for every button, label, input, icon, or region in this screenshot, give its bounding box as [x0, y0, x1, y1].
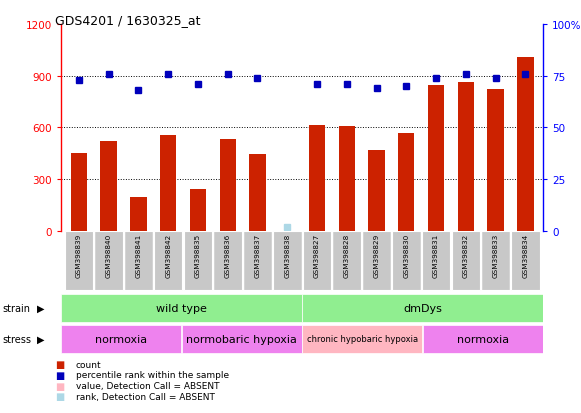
Text: percentile rank within the sample: percentile rank within the sample: [76, 370, 229, 380]
FancyBboxPatch shape: [451, 232, 480, 291]
Bar: [71, 154, 87, 231]
Text: GSM398840: GSM398840: [106, 233, 112, 277]
Bar: [309, 126, 325, 231]
FancyBboxPatch shape: [273, 232, 302, 291]
FancyBboxPatch shape: [213, 232, 242, 291]
Text: strain: strain: [3, 303, 31, 313]
Text: GSM398832: GSM398832: [463, 233, 469, 277]
Bar: [517, 57, 533, 231]
Text: ▶: ▶: [37, 334, 44, 344]
Text: normoxia: normoxia: [95, 334, 148, 344]
FancyBboxPatch shape: [423, 325, 543, 353]
Text: GSM398834: GSM398834: [522, 233, 528, 277]
Bar: [220, 139, 236, 231]
Bar: [101, 142, 117, 231]
FancyBboxPatch shape: [154, 232, 182, 291]
Bar: [160, 136, 177, 231]
Text: GSM398831: GSM398831: [433, 233, 439, 277]
Text: GSM398838: GSM398838: [284, 233, 290, 277]
Bar: [249, 155, 266, 231]
Bar: [428, 86, 444, 231]
FancyBboxPatch shape: [303, 232, 331, 291]
Text: dmDys: dmDys: [403, 303, 442, 313]
Text: GSM398836: GSM398836: [225, 233, 231, 277]
FancyBboxPatch shape: [303, 294, 543, 322]
Text: GSM398827: GSM398827: [314, 233, 320, 277]
Text: ■: ■: [55, 359, 64, 369]
FancyBboxPatch shape: [332, 232, 361, 291]
Text: ■: ■: [55, 392, 64, 401]
FancyBboxPatch shape: [511, 232, 540, 291]
FancyBboxPatch shape: [243, 232, 272, 291]
Bar: [130, 198, 146, 231]
Text: GSM398839: GSM398839: [76, 233, 82, 277]
FancyBboxPatch shape: [422, 232, 450, 291]
Text: GSM398833: GSM398833: [493, 233, 498, 277]
Text: GSM398837: GSM398837: [254, 233, 260, 277]
FancyBboxPatch shape: [62, 325, 181, 353]
Text: chronic hypobaric hypoxia: chronic hypobaric hypoxia: [307, 335, 418, 344]
Bar: [190, 189, 206, 231]
Bar: [398, 134, 414, 231]
Bar: [368, 150, 385, 231]
Text: count: count: [76, 360, 101, 369]
FancyBboxPatch shape: [94, 232, 123, 291]
Text: ■: ■: [55, 381, 64, 391]
Text: GSM398829: GSM398829: [374, 233, 379, 277]
FancyBboxPatch shape: [392, 232, 421, 291]
Text: stress: stress: [3, 334, 32, 344]
Text: GSM398830: GSM398830: [403, 233, 409, 277]
FancyBboxPatch shape: [64, 232, 93, 291]
Bar: [487, 90, 504, 231]
FancyBboxPatch shape: [182, 325, 302, 353]
Text: normoxia: normoxia: [457, 334, 509, 344]
Text: rank, Detection Call = ABSENT: rank, Detection Call = ABSENT: [76, 392, 214, 401]
FancyBboxPatch shape: [303, 325, 422, 353]
Text: ■: ■: [55, 370, 64, 380]
Text: GSM398828: GSM398828: [344, 233, 350, 277]
Bar: [339, 127, 355, 231]
FancyBboxPatch shape: [124, 232, 153, 291]
FancyBboxPatch shape: [481, 232, 510, 291]
Bar: [458, 83, 474, 231]
Text: GDS4201 / 1630325_at: GDS4201 / 1630325_at: [55, 14, 200, 27]
Text: GSM398841: GSM398841: [135, 233, 141, 277]
Text: value, Detection Call = ABSENT: value, Detection Call = ABSENT: [76, 381, 219, 390]
Text: ▶: ▶: [37, 303, 44, 313]
Text: GSM398835: GSM398835: [195, 233, 201, 277]
FancyBboxPatch shape: [62, 294, 302, 322]
Text: GSM398842: GSM398842: [165, 233, 171, 277]
FancyBboxPatch shape: [362, 232, 391, 291]
Text: normobaric hypoxia: normobaric hypoxia: [187, 334, 297, 344]
Text: wild type: wild type: [156, 303, 207, 313]
FancyBboxPatch shape: [184, 232, 212, 291]
